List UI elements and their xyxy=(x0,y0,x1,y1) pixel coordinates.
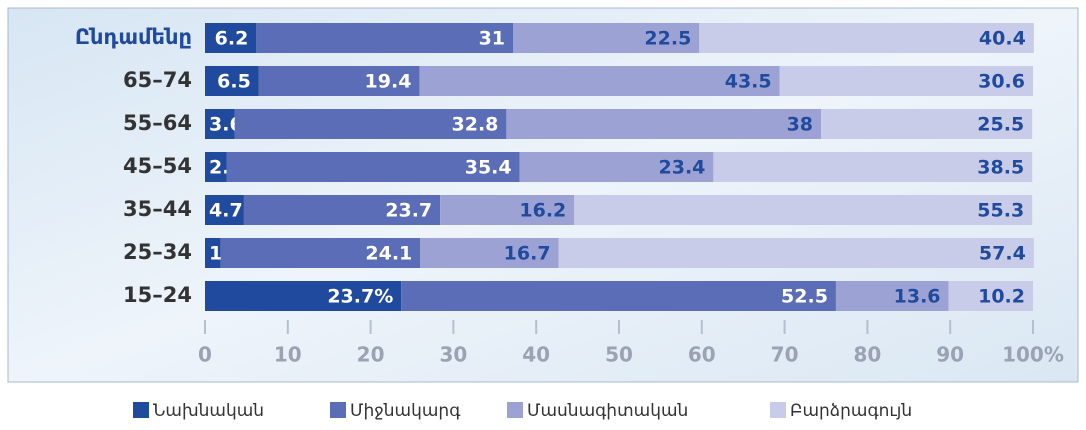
category-label: 55–64 xyxy=(123,111,192,135)
data-label: 30.6 xyxy=(978,71,1025,93)
bar-segment xyxy=(220,238,421,268)
bar-segment xyxy=(258,66,420,96)
bar-segment xyxy=(205,23,257,53)
x-tick-label: 0 xyxy=(198,343,212,367)
bar-segment xyxy=(440,195,575,225)
data-label: 3.6 xyxy=(209,114,243,136)
category-label: 15–24 xyxy=(123,283,192,307)
x-tick-label: 40 xyxy=(522,343,550,367)
legend-label: Նախնական xyxy=(153,401,264,421)
x-tick-label: 20 xyxy=(357,343,385,367)
bar-segment xyxy=(513,23,700,53)
bar-segment xyxy=(243,195,441,225)
data-label: 38 xyxy=(787,114,813,136)
x-tick-label: 100% xyxy=(1002,343,1064,367)
legend-swatch xyxy=(133,402,149,418)
data-label: 52.5 xyxy=(781,286,828,308)
data-label: 40.4 xyxy=(979,28,1026,50)
legend-swatch xyxy=(770,402,786,418)
data-label: 10.2 xyxy=(978,286,1025,308)
bar-segment xyxy=(205,195,244,225)
category-label: 65–74 xyxy=(123,68,192,92)
x-tick-label: 50 xyxy=(605,343,633,367)
bar-segment xyxy=(205,238,221,268)
bar-segment xyxy=(205,281,402,311)
bar-segment xyxy=(419,66,780,96)
bar-segment xyxy=(401,281,836,311)
bar-segment xyxy=(699,23,1034,53)
bar-segment xyxy=(779,66,1033,96)
bar-segment xyxy=(226,152,520,182)
bar-segment xyxy=(205,109,235,139)
x-tick-label: 70 xyxy=(771,343,799,367)
category-label: 45–54 xyxy=(123,154,192,178)
category-label: 35–44 xyxy=(123,197,192,221)
data-label: 32.8 xyxy=(452,114,499,136)
data-label: 23.7% xyxy=(327,286,393,308)
data-label: 6.2 xyxy=(215,28,249,50)
bar-segment xyxy=(420,238,559,268)
data-label: 23.7 xyxy=(385,200,432,222)
bar-segment xyxy=(713,152,1033,182)
legend-label: Միջնակարգ xyxy=(350,401,461,421)
bar-segment xyxy=(948,281,1033,311)
data-label: 6.5 xyxy=(217,71,251,93)
bar-segment xyxy=(205,152,227,182)
legend-label: Բարձրագույն xyxy=(790,401,912,421)
bar-segment xyxy=(821,109,1033,139)
data-label: 35.4 xyxy=(465,157,512,179)
bar-segment xyxy=(835,281,949,311)
x-tick-label: 80 xyxy=(853,343,881,367)
bar-segment xyxy=(506,109,822,139)
data-label: 4.7 xyxy=(209,200,243,222)
bar-segment xyxy=(519,152,714,182)
data-label: 31 xyxy=(479,28,505,50)
data-label: 24.1 xyxy=(365,243,412,265)
category-label: 25–34 xyxy=(123,240,192,264)
data-label: 38.5 xyxy=(977,157,1024,179)
data-label: 43.5 xyxy=(725,71,772,93)
bar-segment xyxy=(234,109,507,139)
x-tick-label: 60 xyxy=(688,343,716,367)
bar-segment xyxy=(256,23,514,53)
x-tick-label: 10 xyxy=(274,343,302,367)
data-label: 25.5 xyxy=(977,114,1024,136)
data-label: 16.7 xyxy=(504,243,551,265)
data-label: 22.5 xyxy=(644,28,691,50)
legend-label: Մասնագիտական xyxy=(527,401,688,421)
legend-swatch xyxy=(330,402,346,418)
data-label: 23.4 xyxy=(659,157,706,179)
data-label: 55.3 xyxy=(977,200,1024,222)
data-label: 16.2 xyxy=(519,200,566,222)
bar-segment xyxy=(205,66,259,96)
legend-swatch xyxy=(507,402,523,418)
x-tick-label: 30 xyxy=(439,343,467,367)
bar-segment xyxy=(574,195,1033,225)
x-tick-label: 90 xyxy=(936,343,964,367)
data-label: 13.6 xyxy=(894,286,941,308)
bar-segment xyxy=(558,238,1034,268)
data-label: 57.4 xyxy=(979,243,1026,265)
data-label: 19.4 xyxy=(365,71,412,93)
category-label: Ընդամենը xyxy=(75,25,192,49)
